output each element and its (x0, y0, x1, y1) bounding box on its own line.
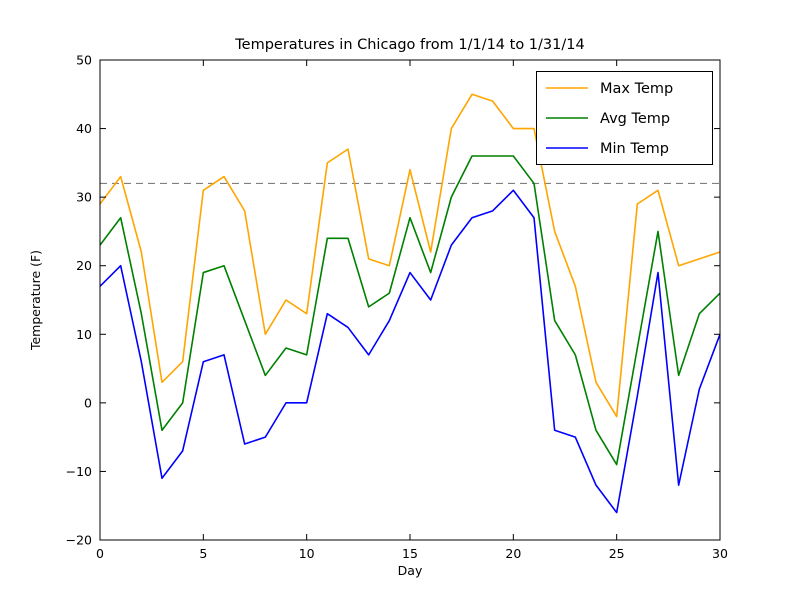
chart-title: Temperatures in Chicago from 1/1/14 to 1… (234, 37, 584, 53)
legend-label-avg-temp: Avg Temp (600, 111, 670, 127)
axis-ticks: 0 5 10 15 20 25 30 −20 −10 0 10 20 30 40 50 (66, 53, 728, 562)
x-tick-label: 10 (299, 546, 315, 561)
legend-label-min-temp: Min Temp (600, 141, 669, 157)
max-temp-line (99, 93, 721, 418)
y-tick-label: 20 (76, 258, 92, 273)
y-tick-label: 40 (76, 121, 92, 136)
x-tick-label: 25 (609, 546, 625, 561)
legend-label-max-temp: Max Temp (600, 81, 673, 97)
x-tick-label: 20 (505, 546, 521, 561)
plot-area (99, 59, 721, 541)
x-axis-label: Day (398, 563, 423, 578)
legend: Max Temp Avg Temp Min Temp (536, 71, 713, 165)
x-tick-label: 0 (96, 546, 104, 561)
y-tick-label: 50 (76, 53, 92, 68)
y-tick-label: −20 (66, 533, 92, 548)
x-tick-label: 5 (199, 546, 207, 561)
y-tick-label: 0 (84, 395, 92, 410)
y-tick-label: 10 (76, 327, 92, 342)
y-tick-label: 30 (76, 190, 92, 205)
avg-temp-line (99, 155, 721, 466)
x-tick-label: 15 (402, 546, 418, 561)
min-temp-line (99, 189, 721, 514)
y-axis-label: Temperature (F) (28, 250, 43, 351)
x-tick-label: 30 (712, 546, 728, 561)
y-tick-label: −10 (66, 464, 92, 479)
